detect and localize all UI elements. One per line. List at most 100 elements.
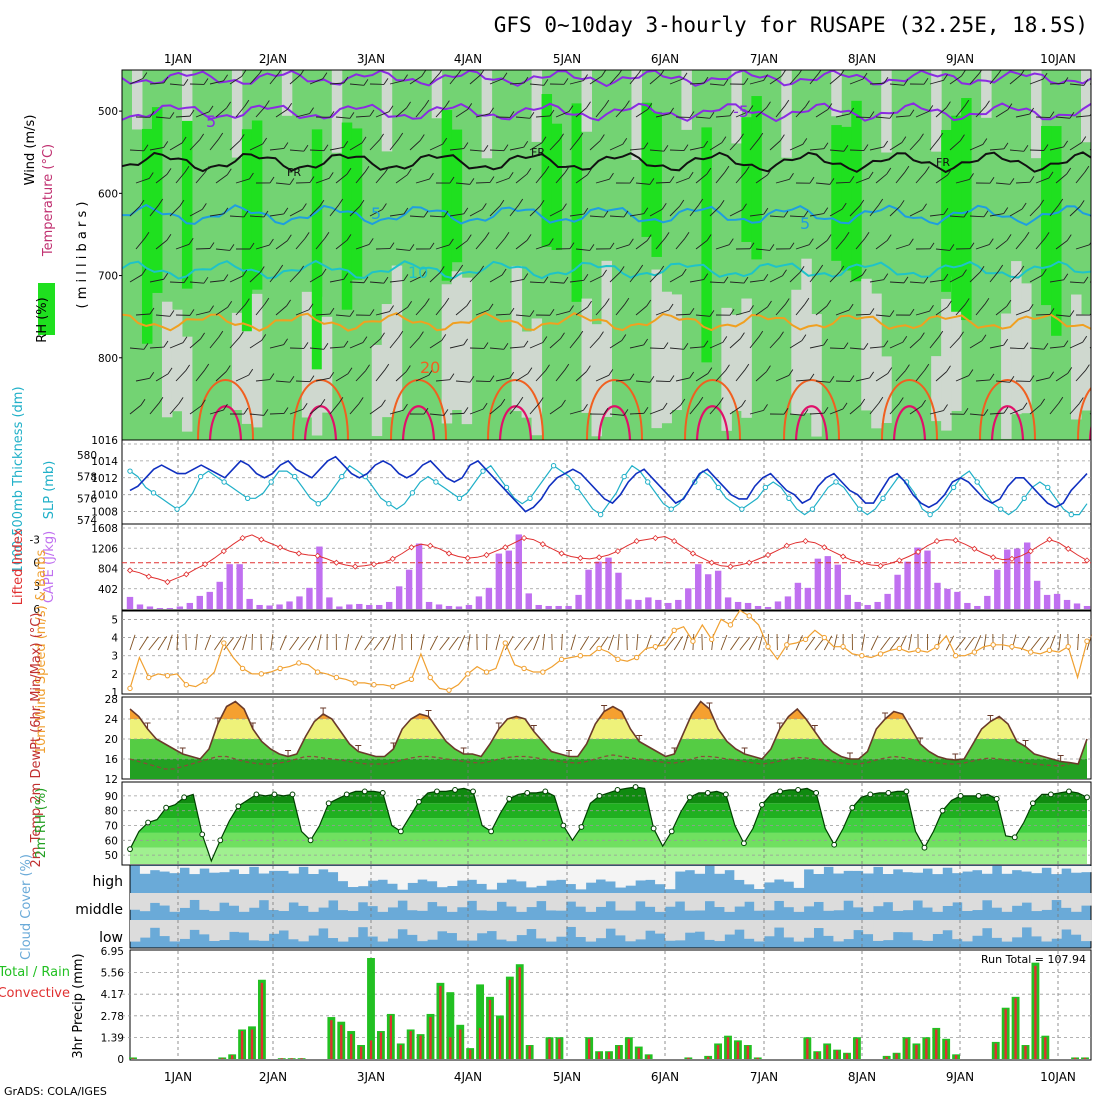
thickness-point bbox=[409, 490, 416, 496]
wind-barb bbox=[855, 313, 871, 316]
wind10-barb bbox=[636, 634, 639, 651]
thickness-point bbox=[480, 468, 486, 474]
rh-dry-cell bbox=[1071, 294, 1082, 420]
precip-convective-bar bbox=[706, 1056, 710, 1059]
wind10-point bbox=[333, 674, 340, 681]
wind-barb bbox=[615, 244, 630, 250]
wind-barb bbox=[395, 306, 408, 316]
wind10-barb bbox=[514, 637, 525, 651]
cloud-clear-high bbox=[169, 866, 180, 874]
date-top-label: 10JAN bbox=[1040, 52, 1076, 66]
wind-barb-feather bbox=[860, 398, 866, 406]
wind-barb-feather bbox=[449, 176, 455, 184]
rh-point bbox=[741, 840, 747, 847]
wind-barb bbox=[529, 83, 544, 86]
wind-barb-feather bbox=[309, 107, 314, 114]
wind-barb-feather bbox=[163, 141, 169, 148]
wind-barb bbox=[915, 310, 930, 316]
cape-bar bbox=[545, 605, 552, 609]
wind-barb-feather bbox=[864, 232, 870, 239]
wind-barb bbox=[1055, 173, 1068, 184]
cape-bar bbox=[1043, 594, 1051, 609]
precip-legend-convective: Convective bbox=[0, 986, 70, 1001]
wind-barb-feather bbox=[706, 234, 712, 241]
cape-bar bbox=[645, 597, 652, 609]
wind-barb bbox=[849, 274, 863, 283]
tick-label: 2.78 bbox=[101, 1011, 124, 1023]
rh2m-axis-label: 2m RH (%) bbox=[34, 788, 49, 859]
wind-barb-feather bbox=[329, 307, 335, 315]
isotherm-25-loop bbox=[794, 405, 829, 440]
wind-barb-feather bbox=[562, 203, 567, 210]
wind-barb bbox=[355, 370, 366, 382]
credit-text: GrADS: COLA/IGES bbox=[4, 1085, 107, 1098]
precip-convective-bar bbox=[1073, 1057, 1077, 1059]
cloud-clear-middle bbox=[556, 893, 567, 911]
rh-dry-cell bbox=[451, 271, 463, 411]
cape-bar bbox=[1023, 542, 1031, 609]
precip-convective-bar bbox=[835, 1050, 839, 1059]
wind-barb-feather bbox=[908, 238, 914, 245]
wind-barb-feather bbox=[609, 242, 615, 250]
cloud-clear-middle bbox=[942, 893, 953, 907]
wind-barb bbox=[795, 106, 806, 118]
wind-barb-feather bbox=[839, 265, 845, 273]
wind-barb-feather bbox=[443, 210, 449, 218]
lifted-line bbox=[129, 534, 1088, 583]
wind-barb-feather bbox=[969, 173, 974, 180]
wind-barb bbox=[495, 237, 506, 250]
date-top-label: 9JAN bbox=[946, 52, 974, 66]
wind-barb-feather bbox=[323, 343, 329, 350]
wind-barb bbox=[335, 173, 348, 184]
cloud-clear-high bbox=[1011, 866, 1023, 871]
wind-barb bbox=[455, 108, 468, 118]
lifted-point bbox=[596, 554, 603, 561]
wind-barb-feather bbox=[538, 397, 544, 404]
lifted-point bbox=[915, 548, 922, 555]
cloud-clear-low bbox=[546, 920, 557, 942]
wind-barb-feather bbox=[689, 371, 695, 379]
isotherm-20-loop bbox=[783, 379, 840, 440]
wind-barb bbox=[349, 403, 360, 415]
wind-barb bbox=[515, 240, 528, 250]
wind-barb-feather bbox=[283, 407, 289, 414]
cloud-clear-low bbox=[407, 920, 418, 935]
wind-barb bbox=[549, 209, 563, 217]
top-date-axis: 1JAN 2JAN 3JAN 4JAN 5JAN 6JAN 7JAN 8JAN 9JAN 10JA… bbox=[164, 52, 1076, 66]
cloud-clear-middle bbox=[863, 893, 874, 912]
rh-dry-cell bbox=[931, 356, 942, 422]
cloud-clear-middle bbox=[209, 893, 220, 912]
cloud-clear-low bbox=[1071, 920, 1082, 935]
rh-moist-cell bbox=[351, 128, 363, 280]
wind-barb bbox=[269, 344, 284, 349]
tick-label: 580 bbox=[77, 450, 97, 462]
wind-barb-feather bbox=[185, 364, 190, 372]
wind-barb bbox=[475, 182, 491, 184]
cape-bar bbox=[346, 604, 353, 609]
cloud-clear-low bbox=[347, 920, 359, 938]
wind-barb-feather bbox=[349, 310, 355, 317]
wind-barb-feather bbox=[629, 176, 635, 184]
wind-barb-feather bbox=[823, 207, 829, 214]
lifted-point bbox=[277, 544, 284, 551]
cloud-level-label: middle bbox=[75, 902, 123, 918]
cloud-clear-low bbox=[1021, 920, 1032, 928]
wind-barb bbox=[889, 142, 903, 151]
wind-barb-feather bbox=[523, 140, 529, 148]
cloud-clear-low bbox=[506, 920, 517, 942]
wind-barb bbox=[995, 182, 1010, 185]
cape-bar bbox=[475, 596, 483, 609]
wind-barb-feather bbox=[984, 297, 990, 305]
wind-barb bbox=[629, 270, 640, 283]
wind-barb-feather bbox=[143, 144, 149, 152]
wind-barb-feather bbox=[1063, 140, 1069, 148]
wind-barb-feather bbox=[603, 407, 609, 415]
wind-barb-feather bbox=[225, 365, 231, 372]
wind-barb-feather bbox=[1066, 167, 1072, 175]
wind-barb-feather bbox=[184, 165, 190, 173]
rh-point bbox=[506, 795, 513, 802]
wind-barb bbox=[895, 115, 910, 118]
wind-barb-feather bbox=[362, 336, 368, 343]
